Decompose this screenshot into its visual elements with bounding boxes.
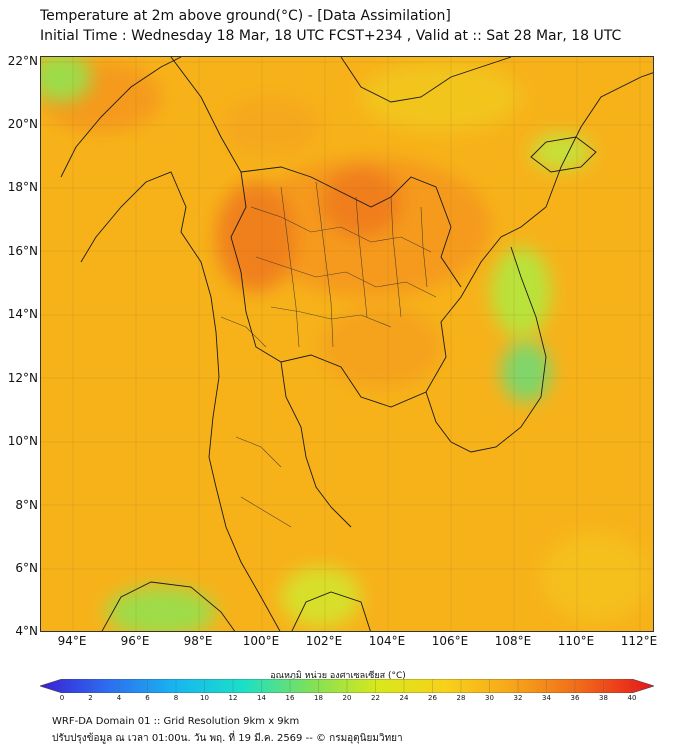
lon-label-110e: 110°E <box>557 634 595 648</box>
map-title: Temperature at 2m above ground(°C) - [Da… <box>40 6 621 46</box>
cb-tick-32: 32 <box>513 694 523 702</box>
lat-label-18n: 18°N <box>7 180 38 194</box>
cb-tick-24: 24 <box>399 694 409 702</box>
cb-tick-28: 28 <box>456 694 466 702</box>
cb-tick-16: 16 <box>285 694 295 702</box>
lon-label-102e: 102°E <box>305 634 343 648</box>
lat-label-22n: 22°N <box>7 54 38 68</box>
lat-label-14n: 14°N <box>7 307 38 321</box>
lon-label-98e: 98°E <box>183 634 213 648</box>
cb-tick-14: 14 <box>257 694 266 702</box>
cb-tick-38: 38 <box>599 694 608 702</box>
lon-label-100e: 100°E <box>242 634 280 648</box>
colorbar-ticks <box>61 679 633 693</box>
map-canvas <box>41 57 653 631</box>
cb-tick-30: 30 <box>485 694 494 702</box>
lon-label-106e: 106°E <box>431 634 469 648</box>
cb-tick-2: 2 <box>88 694 93 702</box>
cb-tick-0: 0 <box>59 694 65 702</box>
cb-tick-36: 36 <box>570 694 580 702</box>
lat-label-8n: 8°N <box>15 498 38 512</box>
graticule <box>41 57 653 631</box>
cb-tick-22: 22 <box>371 694 380 702</box>
cb-tick-6: 6 <box>145 694 150 702</box>
lon-label-108e: 108°E <box>494 634 532 648</box>
footer-model-info: WRF-DA Domain 01 :: Grid Resolution 9km … <box>52 716 300 727</box>
lon-label-96e: 96°E <box>120 634 150 648</box>
cb-tick-8: 8 <box>173 694 179 702</box>
lat-label-12n: 12°N <box>7 371 38 385</box>
lon-label-94e: 94°E <box>57 634 87 648</box>
footer-update-info: ปรับปรุงข้อมูล ณ เวลา 01:00น. วัน พฤ. ที… <box>52 733 403 744</box>
colorbar-title: อุณหภูมิ หน่วย องศาเซลเซียส (°C) <box>270 671 406 681</box>
cool-anomalies <box>41 57 651 631</box>
cb-tick-12: 12 <box>228 694 238 702</box>
lon-label-112e: 112°E <box>620 634 658 648</box>
title-line-1: Temperature at 2m above ground(°C) - [Da… <box>40 8 451 24</box>
lat-label-20n: 20°N <box>7 117 38 131</box>
colorbar <box>40 679 654 693</box>
cb-tick-18: 18 <box>314 694 323 702</box>
lon-label-104e: 104°E <box>368 634 406 648</box>
coastline-borders <box>60 57 653 631</box>
title-line-2: Initial Time : Wednesday 18 Mar, 18 UTC … <box>40 28 622 44</box>
cb-tick-40: 40 <box>627 694 637 702</box>
cb-tick-34: 34 <box>542 694 551 702</box>
lat-label-6n: 6°N <box>15 561 38 575</box>
lat-label-10n: 10°N <box>7 434 38 448</box>
cb-tick-26: 26 <box>428 694 437 702</box>
cb-tick-4: 4 <box>116 694 122 702</box>
temperature-map[interactable] <box>40 56 654 632</box>
lat-label-16n: 16°N <box>7 244 38 258</box>
cb-tick-20: 20 <box>342 694 352 702</box>
province-borders <box>220 181 437 528</box>
lat-label-4n: 4°N <box>15 624 38 638</box>
cb-tick-10: 10 <box>200 694 209 702</box>
